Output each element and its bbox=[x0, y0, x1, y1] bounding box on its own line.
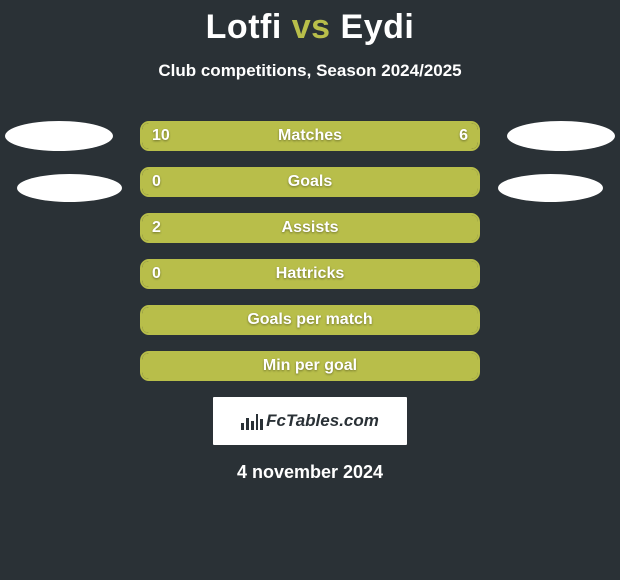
stat-value-left: 2 bbox=[152, 219, 161, 237]
stat-label: Matches bbox=[278, 127, 342, 145]
stat-value-right: 6 bbox=[459, 127, 468, 145]
date-text: 4 november 2024 bbox=[0, 462, 620, 483]
stat-label: Goals per match bbox=[247, 311, 372, 329]
player2-avatar-top bbox=[507, 121, 615, 151]
page-title: Lotfi vs Eydi bbox=[0, 0, 620, 47]
stat-row: 10 6 Matches bbox=[140, 121, 480, 151]
stat-value-left: 0 bbox=[152, 265, 161, 283]
barchart-icon bbox=[241, 412, 263, 430]
stat-row: 0 Hattricks bbox=[140, 259, 480, 289]
logo-text: FcTables.com bbox=[266, 411, 379, 431]
stat-value-left: 0 bbox=[152, 173, 161, 191]
stat-row: Min per goal bbox=[140, 351, 480, 381]
logo-badge: FcTables.com bbox=[213, 397, 407, 445]
stat-label: Goals bbox=[288, 173, 332, 191]
vs-text: vs bbox=[292, 8, 331, 46]
stat-bars-container: 10 6 Matches 0 Goals 2 Assists 0 Hattricks Goals … bbox=[140, 121, 480, 381]
subtitle: Club competitions, Season 2024/2025 bbox=[0, 61, 620, 81]
stat-value-left: 10 bbox=[152, 127, 170, 145]
player1-avatar-top bbox=[5, 121, 113, 151]
stat-row: 2 Assists bbox=[140, 213, 480, 243]
stat-row: 0 Goals bbox=[140, 167, 480, 197]
logo-inner: FcTables.com bbox=[241, 411, 379, 431]
stat-label: Min per goal bbox=[263, 357, 357, 375]
stat-label: Assists bbox=[282, 219, 339, 237]
player2-name: Eydi bbox=[341, 8, 415, 46]
player2-avatar-bottom bbox=[498, 174, 603, 202]
stats-area: 10 6 Matches 0 Goals 2 Assists 0 Hattricks Goals … bbox=[0, 121, 620, 381]
stat-row: Goals per match bbox=[140, 305, 480, 335]
player1-name: Lotfi bbox=[206, 8, 282, 46]
stat-label: Hattricks bbox=[276, 265, 344, 283]
player1-avatar-bottom bbox=[17, 174, 122, 202]
